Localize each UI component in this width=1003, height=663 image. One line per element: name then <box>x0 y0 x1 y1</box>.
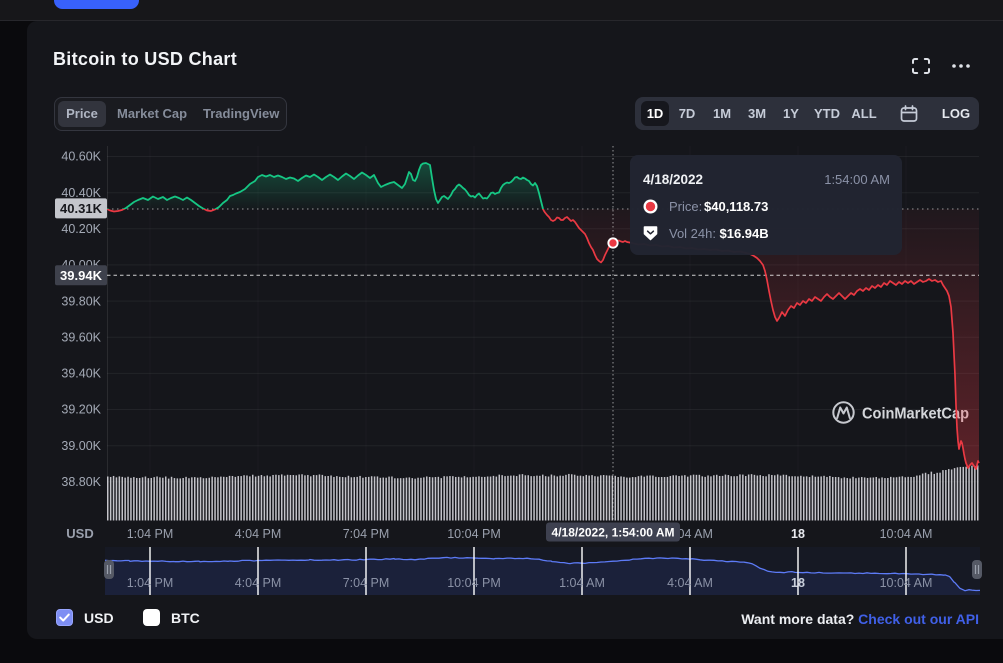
svg-text:40.60K: 40.60K <box>61 150 101 164</box>
svg-text:18: 18 <box>791 527 805 541</box>
svg-text:39.94K: 39.94K <box>60 268 103 283</box>
svg-text:Vol 24h:: Vol 24h: <box>669 226 716 241</box>
svg-text:39.60K: 39.60K <box>61 330 101 344</box>
svg-text:38.80K: 38.80K <box>61 475 101 489</box>
svg-text:4/18/2022, 1:54:00 AM: 4/18/2022, 1:54:00 AM <box>552 526 675 540</box>
svg-text:1:04 PM: 1:04 PM <box>127 527 174 541</box>
svg-text:1:04 AM: 1:04 AM <box>559 576 605 590</box>
svg-text:39.40K: 39.40K <box>61 367 101 381</box>
svg-text:40.40K: 40.40K <box>61 186 101 200</box>
svg-text:39.20K: 39.20K <box>61 403 101 417</box>
svg-text:10:04 AM: 10:04 AM <box>880 527 933 541</box>
svg-text:$16.94B: $16.94B <box>720 226 769 241</box>
svg-text:$40,118.73: $40,118.73 <box>704 199 768 214</box>
svg-text:10:04 PM: 10:04 PM <box>447 576 501 590</box>
svg-text:7:04 PM: 7:04 PM <box>343 527 390 541</box>
svg-text:39.80K: 39.80K <box>61 294 101 308</box>
svg-text:4/18/2022: 4/18/2022 <box>643 172 703 187</box>
svg-text:40.20K: 40.20K <box>61 222 101 236</box>
svg-text:10:04 AM: 10:04 AM <box>880 576 933 590</box>
svg-text:USD: USD <box>66 526 93 541</box>
svg-text:1:04 PM: 1:04 PM <box>127 576 174 590</box>
svg-text:39.00K: 39.00K <box>61 439 101 453</box>
svg-text:10:04 PM: 10:04 PM <box>447 527 501 541</box>
svg-text:4:04 PM: 4:04 PM <box>235 576 282 590</box>
svg-text:CoinMarketCap: CoinMarketCap <box>862 406 969 423</box>
svg-text:4:04 AM: 4:04 AM <box>667 576 713 590</box>
svg-text:4:04 PM: 4:04 PM <box>235 527 282 541</box>
svg-text:18: 18 <box>791 576 805 590</box>
svg-text:7:04 PM: 7:04 PM <box>343 576 390 590</box>
svg-text:Price:: Price: <box>669 199 702 214</box>
svg-text:40.31K: 40.31K <box>60 201 103 216</box>
svg-text:1:54:00 AM: 1:54:00 AM <box>824 172 890 187</box>
